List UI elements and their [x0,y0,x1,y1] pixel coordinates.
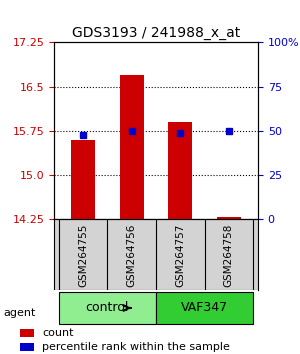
Text: GSM264755: GSM264755 [78,223,88,287]
Text: VAF347: VAF347 [181,302,228,314]
Bar [168,122,192,219]
Text: percentile rank within the sample: percentile rank within the sample [42,342,230,352]
FancyBboxPatch shape [156,292,253,324]
Text: GSM264757: GSM264757 [175,223,185,287]
Text: agent: agent [3,308,35,318]
Bar [20,343,34,351]
Bar [71,140,95,219]
Text: GSM264756: GSM264756 [127,223,137,287]
Text: control: control [86,302,129,314]
FancyBboxPatch shape [59,292,156,324]
Title: GDS3193 / 241988_x_at: GDS3193 / 241988_x_at [72,26,240,40]
Bar [120,75,144,219]
Bar [20,329,34,337]
Bar [217,217,241,219]
Text: GSM264758: GSM264758 [224,223,234,287]
Text: count: count [42,328,74,338]
